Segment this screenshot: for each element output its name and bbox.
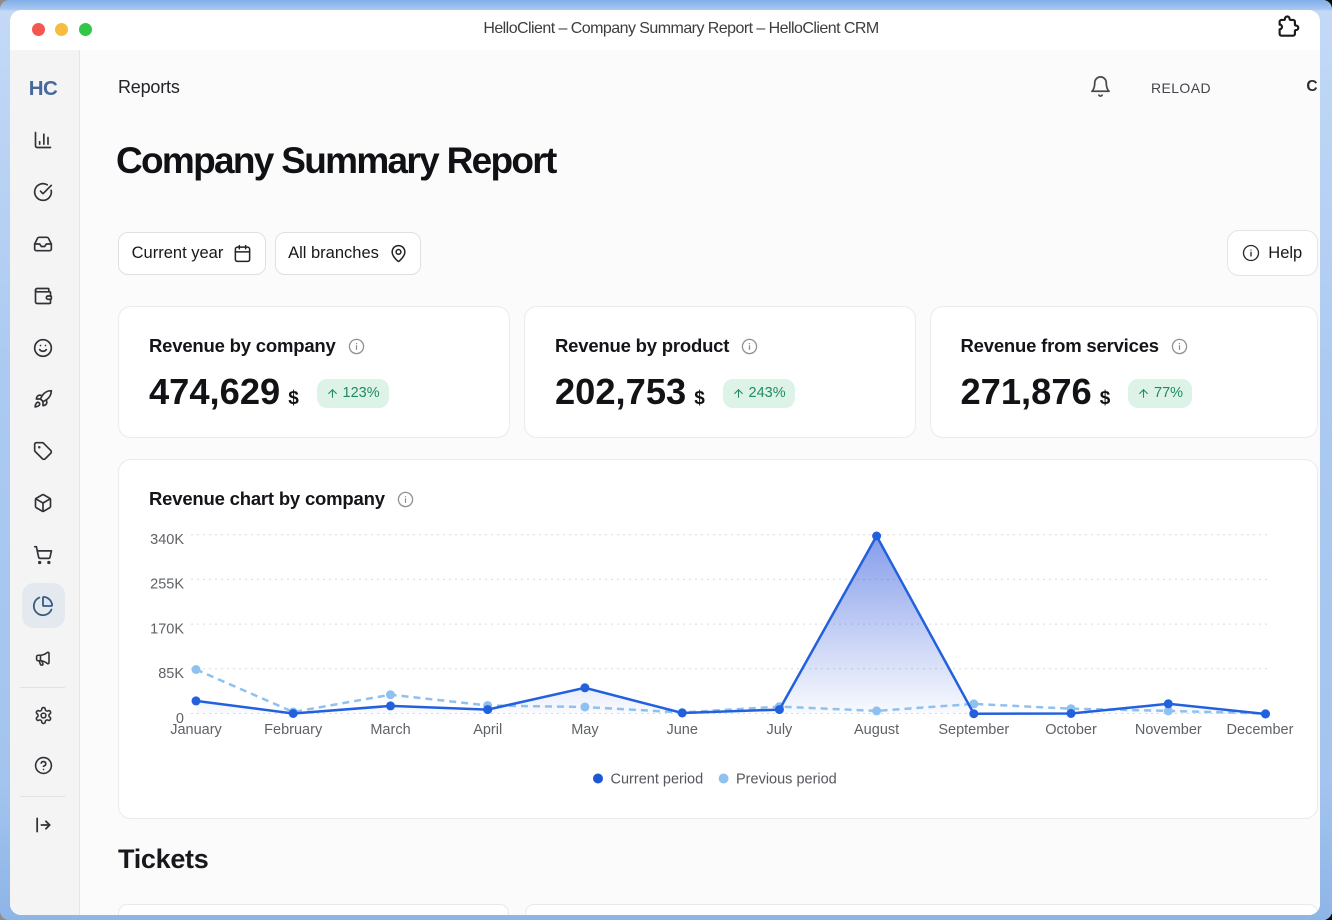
svg-text:July: July <box>767 722 794 738</box>
svg-text:255K: 255K <box>150 577 184 593</box>
svg-text:May: May <box>571 722 599 738</box>
svg-text:April: April <box>473 722 502 738</box>
svg-text:August: August <box>854 722 899 738</box>
svg-text:September: September <box>938 722 1009 738</box>
svg-text:340K: 340K <box>150 532 184 548</box>
svg-text:October: October <box>1045 722 1097 738</box>
svg-text:February: February <box>264 722 323 738</box>
svg-text:March: March <box>370 722 410 738</box>
svg-text:85K: 85K <box>158 666 184 682</box>
svg-text:Current period: Current period <box>611 772 704 788</box>
svg-text:June: June <box>666 722 697 738</box>
svg-text:Previous period: Previous period <box>736 772 837 788</box>
svg-text:January: January <box>170 722 222 738</box>
svg-text:November: November <box>1135 722 1202 738</box>
svg-text:0: 0 <box>176 711 184 727</box>
svg-text:170K: 170K <box>150 621 184 637</box>
svg-text:December: December <box>1227 722 1294 738</box>
